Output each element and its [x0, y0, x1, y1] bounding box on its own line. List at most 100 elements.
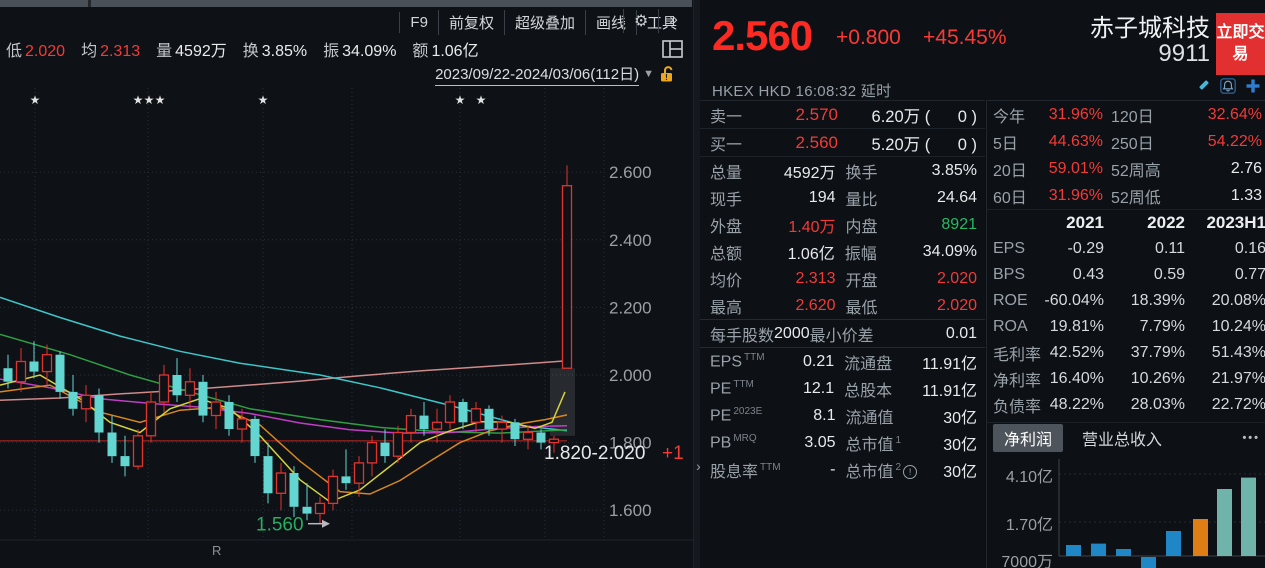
svg-text:1.560: 1.560 [256, 515, 304, 536]
svg-text:★: ★ [476, 93, 487, 107]
svg-text:1.800: 1.800 [609, 434, 652, 453]
toolbar-item[interactable]: 画线 [584, 10, 636, 35]
price-change-percent: +45.45% [923, 26, 1007, 49]
fin-year: 2021 [1066, 213, 1104, 232]
tab[interactable]: 营业总收入 [1082, 432, 1163, 449]
quote-stat-row: 均价 2.313 开盘 2.020 [710, 269, 977, 290]
collapse-panel-icon[interactable]: » [692, 456, 708, 476]
quote-panel: 卖一 2.570 6.20万 ( 0 ) 买一 2.560 5.20万 ( 0 … [700, 100, 985, 568]
financials-header: 2021 2022 2023H1 [987, 210, 1265, 236]
stock-name: 赤子城科技 [1090, 15, 1210, 42]
caret-down-icon[interactable]: ▼ [643, 68, 654, 80]
toolbar-icons: ⚙ » [623, 9, 688, 33]
svg-text:★: ★ [258, 93, 269, 107]
svg-text:2.200: 2.200 [609, 298, 652, 317]
chart-panel: F9 前复权 超级叠加 画线 工具 ⚙ » 低 2.020 均 2.313 量 459… [0, 0, 693, 568]
quote-stats: 总量 4592万 换手 3.85% 现手 194 量比 24.64 外盘 1.4… [700, 157, 985, 319]
stat-pair: 振 34.09% [323, 43, 397, 60]
performance-row: 5日 44.63% 250日 54.22% [993, 132, 1262, 153]
svg-text:R: R [212, 543, 221, 558]
financials-row: ROA 19.81% 7.79% 10.24% [993, 318, 1265, 335]
svg-text:★: ★ [30, 93, 41, 107]
toolbar-item[interactable]: 工具 [635, 10, 687, 35]
svg-text:2.600: 2.600 [609, 163, 652, 182]
edit-pencil-icon[interactable] [1196, 79, 1211, 94]
svg-text:+1: +1 [662, 443, 684, 464]
unlock-icon[interactable]: ! [659, 65, 676, 83]
mini-chart-tabs: 净利润 营业总收入 ••• [987, 422, 1265, 453]
order-book: 卖一 2.570 6.20万 ( 0 ) 买一 2.560 5.20万 ( 0 … [700, 101, 985, 157]
toolbar-item[interactable]: 前复权 [437, 10, 504, 35]
last-price: 2.560 [712, 12, 813, 59]
financials-row: BPS 0.43 0.59 0.77 [993, 266, 1265, 283]
alert-bell-icon[interactable] [1220, 78, 1236, 94]
quote-header: 2.560 +0.800 +45.45% 赤子城科技 9911 立即交易 HKE… [700, 0, 1265, 100]
financials-row: ROE -60.04% 18.39% 20.08% [993, 292, 1265, 309]
financials-row: EPS -0.29 0.11 0.16 [993, 240, 1265, 257]
fin-year: 2022 [1147, 213, 1185, 232]
financials-table: EPS -0.29 0.11 0.16 BPS 0.43 0.59 0.77 ROE -… [987, 236, 1265, 418]
svg-text:★: ★ [133, 93, 144, 107]
stat-pair: 量 4592万 [156, 43, 227, 60]
layout-grid-icon[interactable] [662, 40, 683, 58]
performance-row: 60日 31.96% 52周低 1.33 [993, 186, 1262, 207]
quote-header-icons [1196, 78, 1261, 94]
gear-icon[interactable]: ⚙ [623, 9, 658, 33]
financials-row: 负债率 48.22% 28.03% 22.72% [993, 396, 1265, 416]
performance-row: 今年 31.96% 120日 32.64% [993, 105, 1262, 126]
trade-now-button[interactable]: 立即交易 [1216, 13, 1265, 75]
stat-pair: 均 2.313 [81, 43, 141, 60]
svg-text:2.000: 2.000 [609, 366, 652, 385]
quote-stat-row: 总额 1.06亿 振幅 34.09% [710, 242, 977, 263]
date-range-row: 2023/09/22-2024/03/06(112日) ▼ ! [0, 62, 676, 86]
financials-row: 净利率 16.40% 10.26% 21.97% [993, 370, 1265, 390]
quote-stat-row: 现手 194 量比 24.64 [710, 188, 977, 209]
svg-text:1.820-2.020: 1.820-2.020 [544, 443, 645, 464]
performance-block: 今年 31.96% 120日 32.64% 5日 44.63% 250日 54.… [987, 101, 1265, 210]
svg-text:★: ★ [155, 93, 166, 107]
order-book-row[interactable]: 买一 2.560 5.20万 ( 0 ) [700, 129, 985, 157]
info-icon[interactable]: ! [903, 464, 918, 479]
order-book-row[interactable]: 卖一 2.570 6.20万 ( 0 ) [700, 101, 985, 129]
lot-size-row: 每手股数 2000 最小价差 0.01 [700, 319, 985, 347]
order-price[interactable]: 2.570 [795, 104, 838, 124]
svg-text:2.400: 2.400 [609, 231, 652, 250]
stock-code: 9911 [1158, 40, 1210, 67]
svg-text:!: ! [665, 73, 668, 82]
stat-pair: 换 3.85% [242, 43, 308, 60]
stat-pair: 额 1.06亿 [412, 43, 479, 60]
side-panel: 今年 31.96% 120日 32.64% 5日 44.63% 250日 54.… [986, 100, 1265, 568]
quote-stat-row: 总量 4592万 换手 3.85% [710, 161, 977, 182]
add-watchlist-plus-icon[interactable] [1245, 78, 1261, 94]
date-range-selector[interactable]: 2023/09/22-2024/03/06(112日) [435, 63, 640, 86]
svg-text:1.600: 1.600 [609, 501, 652, 520]
financials-row: 毛利率 42.52% 37.79% 51.43% [993, 344, 1265, 364]
performance-row: 20日 59.01% 52周高 2.76 [993, 159, 1262, 180]
svg-text:★: ★ [144, 93, 155, 107]
quote-stat-row: 最高 2.620 最低 2.020 [710, 296, 977, 317]
price-change: +0.800 [836, 26, 901, 49]
svg-text:4.10亿: 4.10亿 [1006, 468, 1053, 486]
valuation-row: 股息率 TTM - 总市值 2! 30亿 [710, 460, 977, 481]
toolbar-item[interactable]: 超级叠加 [503, 10, 585, 35]
svg-text:★: ★ [455, 93, 466, 107]
quote-stat-row: 外盘 1.40万 内盘 8921 [710, 215, 977, 236]
more-options-icon[interactable]: ••• [1242, 432, 1260, 444]
order-price[interactable]: 2.560 [795, 132, 838, 152]
top-scroll-strip[interactable] [0, 0, 692, 7]
tab[interactable]: 净利润 [993, 424, 1064, 452]
chevron-double-right-icon[interactable]: » [658, 9, 687, 33]
chart-toolbar: F9 前复权 超级叠加 画线 工具 [0, 9, 687, 36]
toolbar-item[interactable]: F9 [399, 12, 438, 33]
svg-text:1.70亿: 1.70亿 [1006, 516, 1053, 534]
svg-text:7000万: 7000万 [1001, 554, 1053, 568]
strip-divider [88, 0, 91, 7]
net-profit-bar-chart[interactable]: 4.10亿 1.70亿 7000万 [987, 453, 1265, 568]
exchange-info: HKEX HKD 16:08:32 延时 [712, 83, 892, 100]
